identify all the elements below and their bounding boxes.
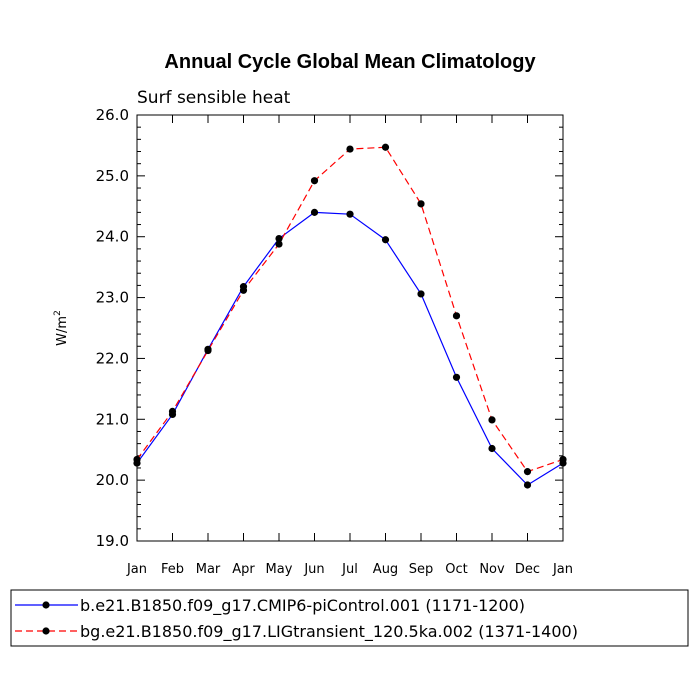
x-tick-label: Jul (341, 562, 358, 577)
x-tick-label: Dec (515, 562, 540, 577)
y-tick-label: 24.0 (96, 228, 129, 246)
legend-label-1: b.e21.B1850.f09_g17.CMIP6-piControl.001 … (80, 596, 525, 616)
series-1-point (452, 373, 461, 381)
y-axis-ticks: 19.0 20.0 21.0 22.0 23.0 24.0 25.0 26.0 (96, 106, 563, 550)
series-2-point (417, 200, 425, 208)
series-2-point (523, 468, 532, 476)
y-tick-label: 23.0 (96, 289, 129, 307)
series-2-point (452, 312, 461, 320)
series-1-point (523, 481, 532, 489)
series-2-point (168, 407, 177, 415)
chart-subtitle: Surf sensible heat (137, 88, 291, 108)
series-layer (133, 143, 567, 489)
series-1-point (381, 236, 390, 244)
x-tick-label: Jun (303, 562, 324, 577)
x-tick-label: Aug (373, 562, 398, 577)
x-axis-ticks: Jan Feb Mar Apr May Jun Jul Aug Sep Oct Nov Dec Jan (126, 115, 573, 577)
plot-frame (136, 114, 564, 542)
series-1-point (346, 210, 354, 218)
legend: b.e21.B1850.f09_g17.CMIP6-piControl.001 … (10, 589, 689, 647)
series-1-point (417, 290, 425, 298)
legend-marker-2 (42, 627, 50, 635)
y-axis-label-unit: W/m (55, 316, 70, 346)
series-line-1 (136, 211, 564, 486)
legend-label-2: bg.e21.B1850.f09_g17.LIGtransient_120.5k… (80, 622, 578, 642)
series-2-point (204, 346, 212, 355)
y-tick-label: 26.0 (96, 106, 129, 124)
series-2-point (346, 145, 354, 153)
series-1-point (275, 234, 283, 243)
chart-title: Annual Cycle Global Mean Climatology (164, 51, 536, 73)
x-tick-label: Nov (479, 562, 505, 577)
x-tick-label: Sep (409, 562, 434, 577)
x-tick-label: Oct (445, 562, 467, 577)
x-tick-label: Feb (161, 562, 184, 577)
y-tick-label: 21.0 (96, 410, 129, 428)
y-tick-label: 20.0 (96, 471, 129, 489)
y-tick-label: 19.0 (96, 532, 129, 550)
x-tick-label: Jan (552, 562, 573, 577)
series-line-2 (136, 146, 564, 473)
x-tick-label: Apr (232, 562, 255, 577)
x-tick-label: Mar (196, 562, 221, 577)
y-axis-label-exponent: 2 (53, 310, 63, 316)
legend-marker-1 (42, 601, 50, 609)
series-2-point (488, 416, 496, 424)
series-2-point (275, 240, 283, 248)
series-1-point (488, 444, 496, 453)
series-2-point (381, 143, 390, 151)
series-2-point (239, 286, 248, 294)
y-axis-label: W/m2 (53, 310, 70, 346)
y-tick-label: 25.0 (96, 167, 129, 185)
x-tick-label: May (266, 562, 293, 577)
series-2-point (310, 177, 319, 185)
legend-box (10, 589, 689, 647)
y-tick-label: 22.0 (96, 349, 129, 367)
series-1-point (310, 208, 319, 216)
x-tick-label: Jan (126, 562, 147, 577)
